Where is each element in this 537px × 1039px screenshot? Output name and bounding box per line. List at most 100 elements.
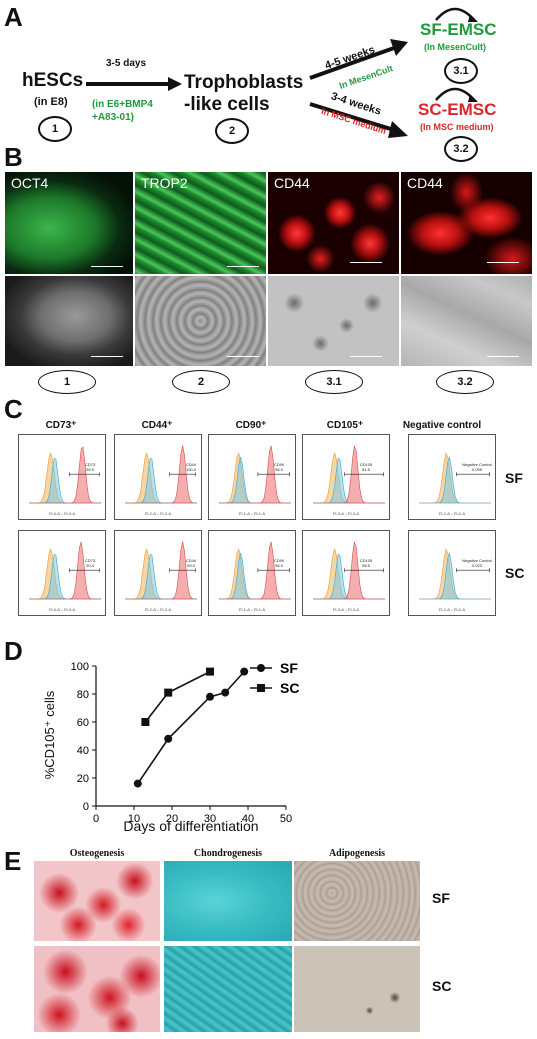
- gate-name: CD73: [84, 558, 96, 563]
- sc-self-renewal-arrow: [435, 87, 478, 102]
- data-point-sf: [133, 779, 142, 788]
- cd44-sf-fluorescence-image: CD44: [268, 172, 399, 274]
- histogram-axis-label: FL2-A :: FL2-A: [438, 511, 465, 516]
- sf-emsc-title: SF-EMSC: [420, 20, 497, 39]
- histogram-peak: [219, 548, 291, 600]
- sc-emsc-phase-image: [401, 276, 532, 366]
- histogram-peak: [219, 452, 291, 504]
- histogram-peak: [125, 541, 197, 600]
- histogram-axis-label: FL2-A :: FL2-A: [438, 607, 465, 612]
- x-tick-label: 40: [242, 813, 254, 825]
- histogram-peak: [219, 445, 291, 504]
- gate-value: 100.0: [185, 467, 196, 472]
- histogram-axis-label: FL2-A :: FL2-A: [144, 607, 171, 612]
- flow-row-label-sf: SF: [505, 470, 523, 486]
- histogram-peak: [29, 541, 101, 600]
- sc-emsc-medium: (In MSC medium): [420, 122, 494, 132]
- trophoblast-phase-image: [135, 276, 266, 366]
- legend-label: SC: [280, 680, 299, 696]
- cd105-line-chart: 0 20 40 60 80 100 0 10 20 30 40 50 SF SC: [71, 660, 300, 825]
- y-tick-label: 40: [77, 745, 89, 757]
- stain-label-cd44-sc: CD44: [407, 175, 443, 191]
- histogram-peak: [313, 445, 385, 504]
- panel-b-letter: B: [4, 142, 23, 172]
- gate-value: 96.9: [275, 563, 283, 568]
- arrow1-medium: (in E6+BMP4 +A83-01): [92, 99, 153, 123]
- diff-row-label-sc: SC: [432, 978, 452, 994]
- sf-osteogenesis-image: [34, 861, 160, 941]
- panel-d-letter: D: [4, 636, 23, 666]
- y-tick-label: 80: [77, 689, 89, 701]
- data-point-sf: [164, 734, 173, 743]
- hesc-medium: (in E8): [34, 96, 68, 108]
- scale-bar: [227, 266, 259, 267]
- histogram-peak: [29, 548, 101, 600]
- series-line-sf: [137, 671, 245, 785]
- flow-histogram-sc-1: CD44 99.9 FL2-A :: FL2-A: [114, 530, 202, 616]
- flow-histogram-sc-0: CD73 90.4 FL4-A :: FL4-A: [18, 530, 106, 616]
- gate-name: CD44: [185, 558, 197, 563]
- x-tick-label: 10: [128, 813, 140, 825]
- flow-histogram-sf-3: CD105 81.5 FL3-A :: FL3-A: [302, 434, 390, 520]
- y-tick-label: 60: [77, 717, 89, 729]
- flow-histogram-sc-4: Negative Control 0.023 FL2-A :: FL2-A: [408, 530, 496, 616]
- histogram-axis-label: FL2-A :: FL2-A: [144, 511, 171, 516]
- data-point-sf: [206, 692, 214, 701]
- step-1-badge: 1: [38, 116, 72, 142]
- data-point-sc: [206, 667, 214, 676]
- gate-value: 99.9: [86, 467, 94, 472]
- histogram-plot: [313, 541, 385, 600]
- flow-histogram-sf-1: CD44 100.0 FL2-A :: FL2-A: [114, 434, 202, 520]
- data-point-sf: [240, 667, 249, 676]
- histogram-peak: [29, 446, 101, 504]
- legend-marker: [257, 664, 265, 672]
- gate-value: 98.5: [362, 563, 370, 568]
- gate-name: CD105: [359, 558, 373, 563]
- histogram-axis-label: FL4-A :: FL4-A: [48, 511, 75, 516]
- histogram-peak: [313, 541, 385, 600]
- sf-adipogenesis-image: [294, 861, 420, 941]
- series-line-sc: [144, 670, 211, 723]
- x-tick-label: 20: [166, 813, 178, 825]
- marker-title-cd73: CD73⁺: [45, 420, 77, 431]
- x-tick-label: 0: [93, 813, 99, 825]
- marker-title-cd105: CD105⁺: [326, 420, 364, 431]
- histogram-axis-label: FL1-A :: FL1-A: [238, 607, 265, 612]
- y-tick-label: 20: [77, 773, 89, 785]
- histogram-plot: [125, 445, 197, 504]
- col-label-chondrogenesis: Chondrogenesis: [193, 848, 263, 859]
- arrow-hesc-to-tropho: [86, 77, 182, 91]
- step-2-badge: 2: [215, 118, 249, 144]
- sf-emsc-medium: (In MesenCult): [424, 42, 486, 52]
- col-label-adipogenesis: Adipogenesis: [328, 848, 386, 859]
- y-tick-label: 100: [71, 661, 89, 673]
- gate-name: CD105: [359, 462, 373, 467]
- histogram-peak: [419, 552, 491, 600]
- y-tick-label: 0: [83, 801, 89, 813]
- arrow1-duration: 3-5 days: [106, 58, 147, 69]
- col-label-osteogenesis: Osteogenesis: [69, 848, 125, 859]
- flow-histogram-sc-2: CD90 96.9 FL1-A :: FL1-A: [208, 530, 296, 616]
- scale-bar: [487, 356, 519, 357]
- histogram-peak: [29, 452, 101, 504]
- histogram-plot: [419, 452, 491, 504]
- histogram-plot: [29, 446, 101, 504]
- gate-name: CD90: [273, 462, 285, 467]
- histogram-peak: [125, 445, 197, 504]
- histogram-plot: [313, 445, 385, 504]
- gate-value: 0.095: [471, 467, 482, 472]
- histogram-plot: [29, 541, 101, 600]
- image-step-1-badge: 1: [38, 370, 96, 394]
- histogram-peak: [219, 541, 291, 600]
- sc-chondrogenesis-image: [164, 946, 292, 1032]
- stain-label-trop2: TROP2: [141, 175, 188, 191]
- stain-label-oct4: OCT4: [11, 175, 49, 191]
- image-step-3-1-badge: 3.1: [305, 370, 363, 394]
- gate-value: 90.4: [86, 563, 94, 568]
- image-step-3-2-badge: 3.2: [436, 370, 494, 394]
- hesc-label: hESCs: [22, 70, 84, 91]
- x-tick-label: 30: [204, 813, 216, 825]
- marker-title-negative-control: Negative control: [402, 420, 482, 431]
- scale-bar: [91, 356, 123, 357]
- step-3-2-badge: 3.2: [444, 136, 478, 162]
